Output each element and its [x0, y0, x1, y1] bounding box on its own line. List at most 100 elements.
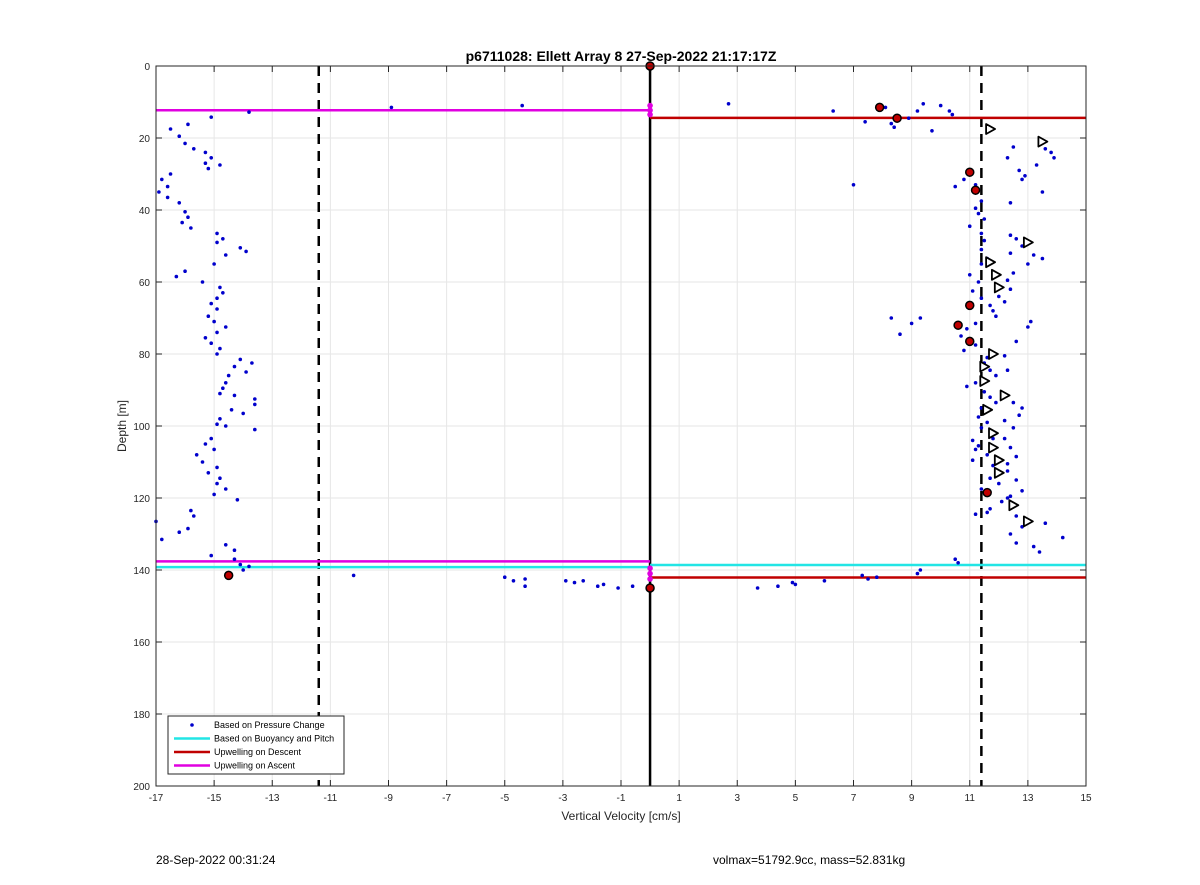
- ascent-marker: [647, 102, 653, 109]
- x-tick-label: 3: [734, 793, 740, 804]
- ascent-marker: [647, 107, 653, 114]
- pressure-point: [979, 406, 984, 410]
- pressure-point: [244, 249, 248, 254]
- pressure-point: [215, 307, 219, 311]
- legend-label: Based on Buoyancy and Pitch: [214, 734, 334, 744]
- pressure-point: [965, 384, 969, 389]
- pressure-point: [241, 411, 245, 416]
- pressure-point: [866, 577, 870, 581]
- descent-marker: [965, 300, 975, 311]
- descent-marker: [982, 487, 992, 498]
- pressure-point: [918, 568, 923, 572]
- pressure-point: [223, 325, 228, 329]
- pressure-point: [915, 571, 920, 576]
- pressure-point: [851, 183, 856, 187]
- pressure-point: [726, 102, 731, 106]
- pressure-point: [194, 453, 199, 457]
- pressure-point: [976, 444, 981, 448]
- y-tick-label: 80: [139, 350, 151, 361]
- pressure-point: [1043, 147, 1048, 151]
- legend-swatch: [190, 723, 194, 727]
- descent-marker: [874, 102, 885, 113]
- pressure-point: [979, 199, 984, 203]
- pressure-point: [223, 543, 228, 547]
- ascent-marker: [647, 111, 653, 118]
- pressure-point: [976, 415, 981, 419]
- pressure-point: [221, 291, 225, 295]
- descent-marker: [970, 185, 981, 195]
- buoyancy-marker: [985, 123, 996, 135]
- y-tick-label: 100: [133, 422, 150, 433]
- pressure-point: [389, 105, 394, 110]
- pressure-point: [1002, 354, 1007, 358]
- pressure-point: [250, 361, 254, 365]
- pressure-point: [180, 220, 184, 225]
- pressure-point: [189, 508, 193, 513]
- pressure-point: [979, 296, 984, 301]
- legend-label: Based on Pressure Change: [214, 720, 325, 730]
- pressure-point: [221, 386, 225, 391]
- pressure-points: [154, 102, 1065, 590]
- pressure-point: [215, 231, 219, 236]
- pressure-point: [191, 147, 196, 151]
- pressure-point: [226, 373, 231, 378]
- pressure-point: [909, 321, 914, 326]
- buoyancy-marker: [979, 375, 991, 387]
- buoyancy-marker: [988, 348, 999, 360]
- pressure-point: [1040, 190, 1045, 194]
- pressure-point: [790, 580, 795, 585]
- pressure-point: [215, 296, 219, 301]
- pressure-point: [1008, 201, 1013, 205]
- buoyancy-marker: [993, 454, 1005, 467]
- pressure-point: [994, 400, 998, 405]
- legend: Based on Pressure Change Based on Buoyanc…: [167, 715, 345, 775]
- markers: [223, 61, 1049, 593]
- pressure-point: [985, 420, 989, 425]
- pressure-point: [892, 125, 896, 129]
- pressure-point: [160, 177, 164, 182]
- pressure-point: [212, 447, 216, 452]
- pressure-point: [994, 373, 998, 378]
- pressure-point: [223, 253, 228, 257]
- pressure-point: [1020, 177, 1024, 182]
- y-tick-label: 140: [133, 566, 150, 577]
- pressure-point: [1005, 496, 1010, 500]
- pressure-point: [973, 206, 978, 210]
- pressure-point: [965, 327, 969, 331]
- pressure-point: [979, 247, 984, 252]
- pressure-point: [215, 240, 219, 245]
- pressure-point: [212, 262, 216, 266]
- pressure-point: [979, 262, 984, 266]
- buoyancy-marker: [985, 256, 996, 269]
- pressure-point: [1011, 145, 1016, 149]
- pressure-point: [906, 116, 911, 120]
- pressure-point: [1005, 368, 1010, 373]
- buoyancy-marker: [982, 403, 994, 416]
- pressure-point: [203, 336, 208, 340]
- ascent-marker: [647, 570, 653, 577]
- pressure-point: [223, 381, 228, 385]
- pressure-point: [1028, 319, 1033, 324]
- pressure-point: [970, 289, 975, 293]
- pressure-point: [985, 355, 989, 360]
- pressure-point: [976, 280, 981, 284]
- pressure-point: [581, 579, 586, 583]
- pressure-point: [186, 526, 190, 531]
- y-axis-label: Depth [m]: [115, 400, 129, 452]
- pressure-point: [1026, 262, 1030, 266]
- pressure-point: [206, 471, 211, 475]
- pressure-point: [1014, 237, 1019, 241]
- pressure-point: [970, 438, 975, 443]
- pressure-point: [1026, 325, 1030, 329]
- pressure-point: [985, 510, 989, 515]
- pressure-point: [793, 582, 798, 587]
- pressure-point: [1005, 469, 1010, 473]
- pressure-point: [988, 303, 992, 308]
- pressure-point: [950, 112, 955, 117]
- pressure-point: [232, 364, 237, 369]
- pressure-point: [994, 314, 998, 319]
- x-tick-label: 13: [1022, 793, 1034, 804]
- pressure-point: [959, 334, 963, 338]
- pressure-point: [168, 172, 173, 176]
